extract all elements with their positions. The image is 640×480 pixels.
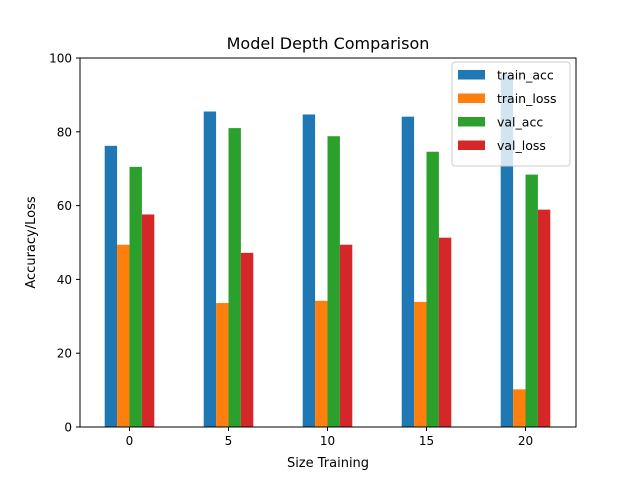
bar-val_acc-0 (129, 166, 142, 428)
bar-val_loss-5 (240, 252, 254, 427)
y-axis-ticks: 0 20 40 60 80 100 (49, 52, 80, 435)
bar-val_acc-20 (525, 174, 538, 427)
y-tick-label: 40 (57, 273, 72, 287)
plot-frame (79, 57, 577, 428)
legend-label-val_acc: val_acc (497, 115, 543, 130)
y-tick-label: 0 (64, 421, 72, 435)
legend-swatch-train_acc (458, 70, 485, 80)
legend-label-val_loss: val_loss (497, 138, 546, 153)
x-tick-label: 0 (126, 434, 134, 448)
bar-val_loss-20 (537, 209, 551, 427)
x-axis-ticks: 0 5 10 15 20 (126, 427, 533, 448)
legend-label-train_acc: train_acc (497, 68, 554, 83)
legend: train_acc train_loss val_acc val_loss (451, 61, 571, 167)
bar-train_loss-10 (315, 300, 328, 427)
bar-val_loss-0 (141, 214, 155, 427)
chart-title: Model Depth Comparison (227, 34, 430, 53)
bar-train_acc-5 (203, 111, 217, 427)
bar-train_loss-0 (117, 244, 130, 427)
legend-swatch-val_loss (458, 140, 485, 150)
bar-train_loss-15 (414, 301, 427, 427)
bar-train_acc-15 (401, 116, 415, 428)
x-tick-label: 15 (419, 434, 434, 448)
legend-swatch-train_loss (458, 93, 485, 103)
y-tick-label: 60 (57, 199, 72, 213)
bar-train_loss-20 (513, 389, 526, 427)
x-tick-label: 10 (320, 434, 335, 448)
legend-frame (451, 61, 571, 167)
bar-train_loss-5 (216, 303, 229, 427)
y-tick-label: 20 (57, 347, 72, 361)
x-axis-label: Size Training (287, 456, 369, 471)
bar-train_acc-10 (302, 114, 316, 428)
legend-swatch-val_acc (458, 117, 485, 127)
bar-val_loss-10 (339, 244, 353, 427)
bar-val_loss-15 (438, 237, 452, 427)
legend-label-train_loss: train_loss (497, 91, 557, 106)
bar-train_acc-0 (104, 145, 118, 427)
bar-val_acc-15 (426, 151, 439, 428)
y-tick-label: 100 (49, 52, 72, 66)
bar-val_acc-5 (228, 128, 241, 428)
x-tick-label: 5 (225, 434, 233, 448)
x-tick-label: 20 (518, 434, 533, 448)
y-tick-label: 80 (57, 125, 72, 139)
bar-val_acc-10 (327, 136, 340, 428)
y-axis-label: Accuracy/Loss (24, 196, 39, 288)
